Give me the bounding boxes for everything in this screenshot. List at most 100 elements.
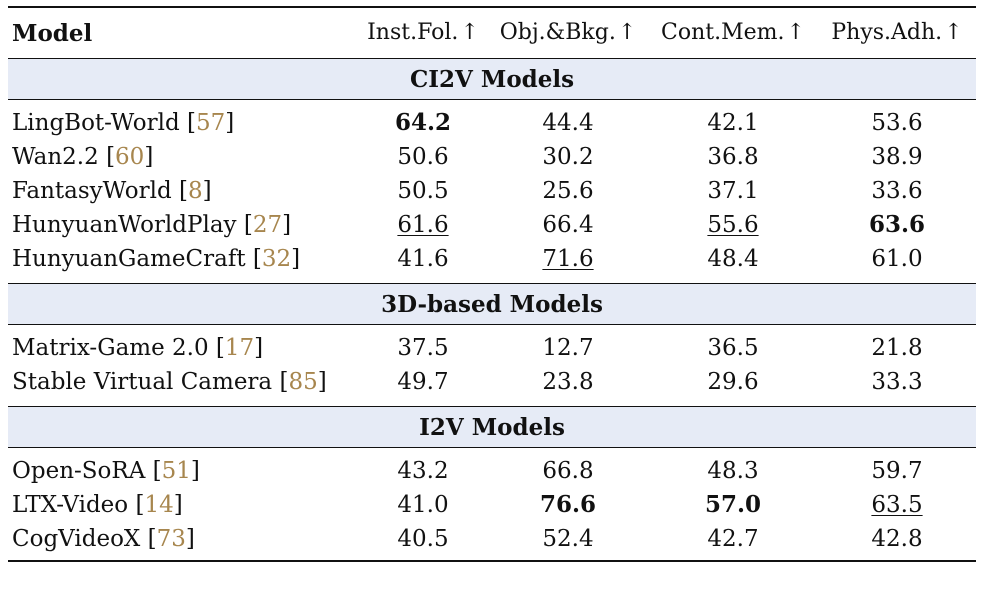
- model-name-cell: HunyuanGameCraft [32]: [12, 245, 301, 272]
- score-cell: 61.0: [818, 242, 976, 280]
- section-gap: [8, 403, 976, 407]
- score-value: 43.2: [397, 457, 449, 484]
- up-arrow-icon: ↑: [617, 20, 637, 45]
- model-name: LingBot-World: [12, 109, 180, 136]
- score-cell: 59.7: [818, 448, 976, 489]
- table-row: Open-SoRA [51] 43.2 66.8 48.3 59.7: [8, 448, 976, 489]
- section-gap-cell: [8, 280, 976, 284]
- section-header-row: 3D-based Models: [8, 283, 976, 325]
- score-value: 41.6: [397, 245, 449, 272]
- score-cell: 36.5: [648, 325, 818, 366]
- citation-link[interactable]: 32: [261, 245, 292, 272]
- score-cell: 52.4: [488, 522, 648, 562]
- model-name: Matrix-Game 2.0: [12, 334, 209, 361]
- score-cell: 66.8: [488, 448, 648, 489]
- score-cell: 76.6: [488, 488, 648, 522]
- score-cell: 50.5: [358, 174, 488, 208]
- score-cell: 41.6: [358, 242, 488, 280]
- score-cell: 21.8: [818, 325, 976, 366]
- model-name-cell: Wan2.2 [60]: [12, 143, 154, 170]
- score-cell: 29.6: [648, 365, 818, 403]
- table-row: HunyuanGameCraft [32] 41.6 71.6 48.4 61.0: [8, 242, 976, 280]
- score-cell: 43.2: [358, 448, 488, 489]
- score-value: 71.6: [542, 245, 594, 272]
- section-title: CI2V Models: [8, 58, 976, 100]
- model-name: HunyuanGameCraft: [12, 245, 246, 272]
- score-value: 49.7: [397, 368, 449, 395]
- model-name: CogVideoX: [12, 525, 141, 552]
- score-cell: 41.0: [358, 488, 488, 522]
- section-title: 3D-based Models: [8, 283, 976, 325]
- score-value: 55.6: [707, 211, 759, 238]
- citation-link[interactable]: 8: [187, 177, 203, 204]
- score-cell: 66.4: [488, 208, 648, 242]
- score-value: 42.1: [707, 109, 759, 136]
- model-name-cell: HunyuanWorldPlay [27]: [12, 211, 292, 238]
- score-cell: 49.7: [358, 365, 488, 403]
- header-label: Phys.Adh.: [831, 20, 943, 45]
- score-value: 23.8: [542, 368, 594, 395]
- score-cell: 64.2: [358, 100, 488, 141]
- score-cell: 42.7: [648, 522, 818, 562]
- score-value: 36.8: [707, 143, 759, 170]
- score-cell: 33.3: [818, 365, 976, 403]
- score-cell: 23.8: [488, 365, 648, 403]
- score-value: 50.6: [397, 143, 449, 170]
- citation-link[interactable]: 57: [195, 109, 226, 136]
- score-value: 37.1: [707, 177, 759, 204]
- score-value: 12.7: [542, 334, 594, 361]
- score-value: 66.8: [542, 457, 594, 484]
- section-gap-cell: [8, 403, 976, 407]
- section-header-row: I2V Models: [8, 406, 976, 448]
- table-row: Wan2.2 [60] 50.6 30.2 36.8 38.9: [8, 140, 976, 174]
- header-label: Cont.Mem.: [661, 20, 785, 45]
- score-cell: 63.6: [818, 208, 976, 242]
- score-value: 48.3: [707, 457, 759, 484]
- model-name-cell: Open-SoRA [51]: [12, 457, 200, 484]
- model-name: FantasyWorld: [12, 177, 172, 204]
- score-value: 42.7: [707, 525, 759, 552]
- header-label: Obj.&Bkg.: [499, 20, 616, 45]
- up-arrow-icon: ↑: [460, 20, 479, 45]
- score-value: 42.8: [871, 525, 923, 552]
- score-cell: 36.8: [648, 140, 818, 174]
- section-gap: [8, 280, 976, 284]
- score-cell: 71.6: [488, 242, 648, 280]
- score-cell: 55.6: [648, 208, 818, 242]
- score-value: 50.5: [397, 177, 449, 204]
- score-value: 61.0: [871, 245, 923, 272]
- citation-link[interactable]: 85: [288, 368, 318, 395]
- table-header-row: Model Inst.Fol.↑ Obj.&Bkg.↑ Cont.Mem.↑ P…: [8, 6, 976, 59]
- score-value: 57.0: [704, 491, 762, 518]
- header-cont-mem: Cont.Mem.↑: [648, 6, 818, 59]
- citation-link[interactable]: 27: [252, 211, 283, 238]
- table-row: Stable Virtual Camera [85] 49.7 23.8 29.6 33…: [8, 365, 976, 403]
- model-name: LTX-Video: [12, 491, 129, 518]
- model-name-cell: FantasyWorld [8]: [12, 177, 212, 204]
- citation-link[interactable]: 60: [115, 143, 145, 170]
- header-model: Model: [8, 6, 358, 59]
- score-value: 48.4: [707, 245, 759, 272]
- citation-link[interactable]: 14: [144, 491, 174, 518]
- model-name-cell: CogVideoX [73]: [8, 522, 358, 562]
- score-cell: 37.1: [648, 174, 818, 208]
- model-name: Wan2.2: [12, 143, 99, 170]
- section-title: I2V Models: [8, 406, 976, 448]
- score-cell: 42.8: [818, 522, 976, 562]
- score-value: 36.5: [707, 334, 759, 361]
- score-cell: 50.6: [358, 140, 488, 174]
- score-value: 29.6: [707, 368, 759, 395]
- citation-link[interactable]: 51: [161, 457, 191, 484]
- model-name: HunyuanWorldPlay: [12, 211, 237, 238]
- section-header-row: CI2V Models: [8, 58, 976, 100]
- score-value: 44.4: [542, 109, 594, 136]
- citation-link[interactable]: 17: [224, 334, 255, 361]
- header-obj-bkg: Obj.&Bkg.↑: [488, 6, 648, 59]
- score-value: 30.2: [542, 143, 594, 170]
- citation-link[interactable]: 73: [156, 525, 186, 552]
- score-cell: 38.9: [818, 140, 976, 174]
- score-value: 61.6: [397, 211, 449, 238]
- score-value: 76.6: [539, 491, 597, 518]
- score-value: 33.3: [871, 368, 923, 395]
- score-cell: 37.5: [358, 325, 488, 366]
